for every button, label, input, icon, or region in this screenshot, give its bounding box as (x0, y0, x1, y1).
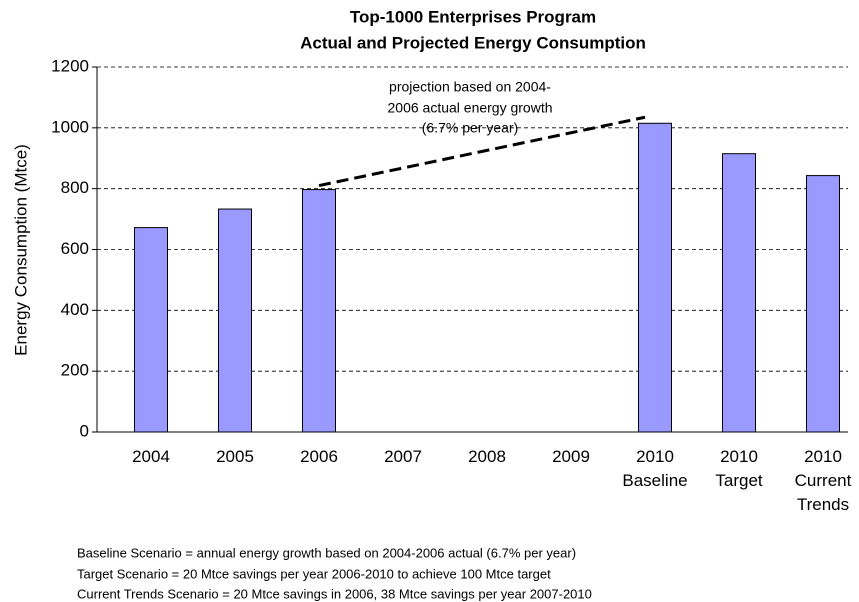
y-tick-label: 1000 (51, 117, 89, 136)
bar (218, 208, 252, 433)
y-tick-label: 400 (61, 300, 89, 319)
y-tick-label: 200 (61, 361, 89, 380)
x-tick-label: 2008 (468, 447, 506, 466)
x-tick-label: 2010 Current Trends (795, 447, 852, 514)
note: Target Scenario = 20 Mtce savings per ye… (77, 566, 551, 581)
bar (134, 227, 168, 433)
x-tick-label: 2004 (132, 447, 170, 466)
note: Baseline Scenario = annual energy growth… (77, 545, 576, 560)
x-tick-label: 2007 (384, 447, 422, 466)
bar (302, 189, 336, 433)
chart-title: Actual and Projected Energy Consumption (300, 33, 646, 52)
x-tick-label: 2005 (216, 447, 254, 466)
annotation: projection based on 2004- (389, 79, 551, 95)
annotation: 2006 actual energy growth (388, 100, 553, 116)
x-tick-label: 2010 Target (715, 447, 763, 490)
bar (806, 175, 840, 433)
bar (638, 122, 672, 433)
y-tick-label: 0 (80, 421, 89, 440)
bar (722, 153, 756, 433)
y-axis-label: Energy Consumption (Mtce) (11, 144, 30, 356)
y-tick-label: 600 (61, 239, 89, 258)
x-tick-label: 2010 Baseline (622, 447, 687, 490)
note: Current Trends Scenario = 20 Mtce saving… (77, 586, 592, 601)
x-tick-label: 2006 (300, 447, 338, 466)
projection-line (318, 115, 646, 188)
x-tick-label: 2009 (552, 447, 590, 466)
chart-title: Top-1000 Enterprises Program (350, 7, 596, 26)
y-tick-label: 1200 (51, 56, 89, 75)
y-tick-label: 800 (61, 178, 89, 197)
